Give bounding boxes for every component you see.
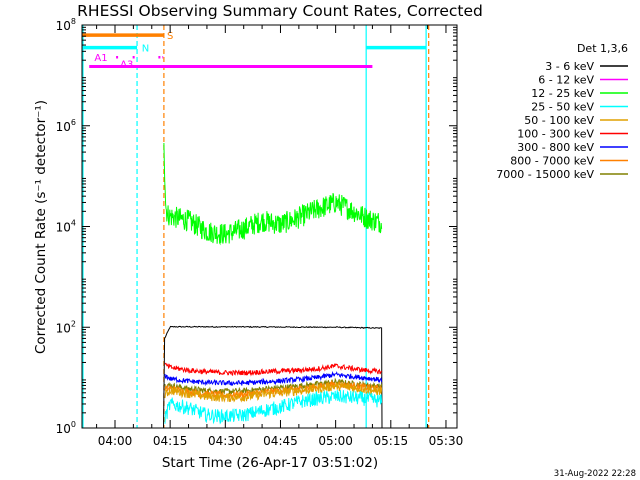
- legend-label-12-25-kev: 12 - 25 keV: [531, 87, 594, 100]
- legend-label-100-300-kev: 100 - 300 keV: [517, 128, 594, 141]
- x-tick-label: 04:30: [208, 434, 243, 448]
- x-tick-label: 04:15: [153, 434, 188, 448]
- state-label-a3: A3: [120, 59, 133, 70]
- series-7000-15000-kev: [164, 377, 383, 396]
- x-tick-label: 05:00: [318, 434, 353, 448]
- y-axis-label: Corrected Count Rate (s⁻¹ detector⁻¹): [33, 100, 49, 354]
- x-tick-label: 05:30: [429, 434, 464, 448]
- legend-label-50-100-kev: 50 - 100 keV: [524, 114, 594, 127]
- y-axis: 100 102 104 106 108: [56, 17, 457, 436]
- instrument-state-lines: [82, 25, 430, 428]
- state-bars: S N A1 A3: [82, 31, 427, 70]
- generation-timestamp: 31-Aug-2022 22:28: [554, 469, 636, 479]
- series-layer: [89, 65, 383, 429]
- y-tick-label: 102: [56, 319, 76, 335]
- y-tick-label: 100: [56, 420, 76, 436]
- legend-label-3-6-kev: 3 - 6 keV: [545, 60, 594, 73]
- legend-label-6-12-kev: 6 - 12 keV: [538, 74, 594, 87]
- state-label-s: S: [167, 31, 173, 42]
- x-tick-label: 04:45: [263, 434, 298, 448]
- legend-label-7000-15000-kev: 7000 - 15000 keV: [496, 168, 594, 181]
- x-axis: 04:00 04:15 04:30 04:45 05:00 05:15 05:30: [96, 25, 464, 448]
- series-300-800-kev: [164, 370, 383, 387]
- x-tick-label: 04:00: [98, 434, 133, 448]
- series-50-100-kev: [164, 382, 383, 403]
- series-3-6-kev: [161, 325, 383, 429]
- legend-label-300-800-kev: 300 - 800 keV: [517, 141, 594, 154]
- y-tick-label: 108: [56, 17, 76, 33]
- legend-title: Det 1,3,6: [577, 42, 628, 55]
- legend-label-25-50-kev: 25 - 50 keV: [531, 101, 594, 114]
- x-axis-label: Start Time (26-Apr-17 03:51:02): [162, 455, 378, 471]
- y-tick-label: 106: [56, 118, 76, 134]
- chart-title: RHESSI Observing Summary Count Rates, Co…: [77, 2, 483, 20]
- series-100-300-kev: [164, 362, 383, 377]
- x-tick-label: 05:15: [374, 434, 409, 448]
- y-tick-label: 104: [56, 219, 76, 235]
- state-label-n: N: [142, 44, 149, 55]
- state-label-a1: A1: [94, 53, 107, 64]
- series-25-50-kev: [164, 389, 383, 425]
- series-12-25-kev: [163, 142, 383, 246]
- legend-label-800-7000-kev: 800 - 7000 keV: [510, 155, 594, 168]
